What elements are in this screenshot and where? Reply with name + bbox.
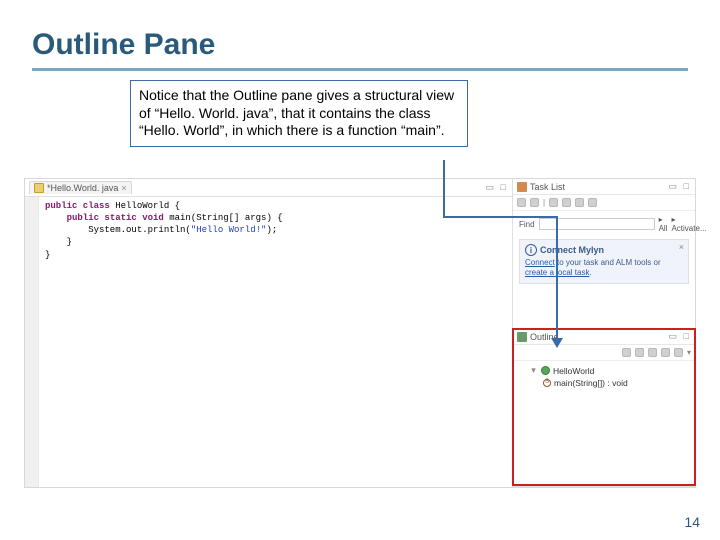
editor-body[interactable]: public class HelloWorld { public static … [25, 197, 512, 487]
class-icon [541, 366, 550, 375]
close-icon[interactable]: × [679, 242, 684, 252]
toolbar-icon[interactable] [517, 198, 526, 207]
slide-title: Outline Pane [32, 28, 688, 71]
tasklist-toolbar: | [513, 195, 695, 211]
toolbar-icon[interactable] [549, 198, 558, 207]
toolbar-icon[interactable] [588, 198, 597, 207]
info-icon: i [525, 244, 537, 256]
mylyn-title: Connect Mylyn [540, 245, 604, 255]
toolbar-sep: | [543, 198, 545, 207]
arrow-segment [443, 216, 558, 218]
tasklist-panel: Task List ▭ □ | Find [513, 179, 695, 329]
callout-box: Notice that the Outline pane gives a str… [130, 80, 468, 147]
editor-tab-label: *Hello.World. java [47, 183, 118, 193]
tasklist-body: Find ▸ All ▸ Activate... × i Connect Myl… [513, 211, 695, 288]
toolbar-icon[interactable] [575, 198, 584, 207]
pane-minmax-icon[interactable]: ▭ □ [669, 331, 691, 342]
outline-header: Outline ▭ □ [513, 329, 695, 345]
editor-pane: *Hello.World. java × ▭ □ public class He… [25, 179, 513, 487]
editor-tab[interactable]: *Hello.World. java × [29, 181, 132, 194]
outline-class-row[interactable]: ▾ HelloWorld [517, 364, 691, 377]
outline-panel: Outline ▭ □ ▾ ▾ Hel [513, 329, 695, 487]
outline-toolbar: ▾ [513, 345, 695, 361]
tasklist-title: Task List [530, 182, 565, 192]
tasklist-icon [517, 182, 527, 192]
arrow-segment [556, 216, 558, 340]
dropdown-icon[interactable]: ▾ [687, 348, 691, 357]
close-icon[interactable]: × [121, 183, 126, 193]
outline-class-label: HelloWorld [553, 366, 594, 376]
find-activate[interactable]: ▸ Activate... [671, 215, 706, 233]
editor-tabbar: *Hello.World. java × ▭ □ [25, 179, 512, 197]
expand-icon[interactable]: ▾ [529, 365, 538, 376]
editor-gutter [25, 197, 39, 487]
ide-screenshot: *Hello.World. java × ▭ □ public class He… [24, 178, 696, 488]
find-label: Find [519, 220, 535, 229]
mylyn-connect-link[interactable]: Connect [525, 258, 555, 267]
toolbar-icon[interactable] [648, 348, 657, 357]
code-area[interactable]: public class HelloWorld { public static … [39, 197, 289, 487]
outline-tree: ▾ HelloWorld main(String[]) : void [513, 361, 695, 392]
toolbar-icon[interactable] [530, 198, 539, 207]
mylyn-tip: × i Connect Mylyn Connect to your task a… [519, 239, 689, 284]
toolbar-icon[interactable] [674, 348, 683, 357]
toolbar-icon[interactable] [635, 348, 644, 357]
outline-icon [517, 332, 527, 342]
outline-method-row[interactable]: main(String[]) : void [517, 377, 691, 389]
toolbar-icon[interactable] [622, 348, 631, 357]
toolbar-icon[interactable] [661, 348, 670, 357]
mylyn-text: . [589, 268, 591, 277]
pane-minmax-icon[interactable]: ▭ □ [669, 181, 691, 192]
mylyn-text: to your task and ALM tools or [555, 258, 661, 267]
java-file-icon [34, 183, 44, 193]
find-all[interactable]: ▸ All [659, 215, 668, 233]
method-icon [543, 379, 551, 387]
pane-minmax-icon[interactable]: ▭ □ [486, 182, 508, 193]
outline-method-label: main(String[]) : void [554, 378, 628, 388]
tasklist-header: Task List ▭ □ [513, 179, 695, 195]
page-number: 14 [684, 514, 700, 530]
arrow-segment [443, 160, 445, 218]
arrow-head-icon [551, 338, 563, 348]
right-column: Task List ▭ □ | Find [513, 179, 695, 487]
toolbar-icon[interactable] [562, 198, 571, 207]
